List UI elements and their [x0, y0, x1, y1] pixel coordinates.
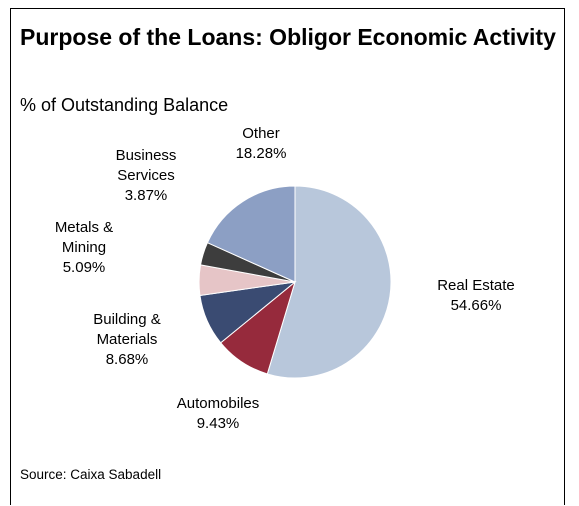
slice-category-label: Other — [242, 125, 280, 142]
slice-value-label: 54.66% — [451, 297, 502, 314]
slice-category-label: Mining — [62, 239, 106, 256]
pie-slice-real-estate — [266, 185, 392, 379]
slice-category-label: Services — [117, 167, 175, 184]
chart-frame — [10, 8, 565, 505]
chart-subtitle: % of Outstanding Balance — [20, 95, 229, 115]
source-note: Source: Caixa Sabadell — [20, 467, 162, 482]
slice-value-label: 5.09% — [63, 259, 106, 276]
slice-category-label: Automobiles — [177, 395, 260, 412]
slice-category-label: Real Estate — [437, 277, 515, 294]
slice-category-label: Business — [116, 147, 177, 164]
slice-value-label: 3.87% — [125, 187, 168, 204]
pie-slice-other — [206, 185, 296, 283]
slice-value-label: 8.68% — [106, 351, 149, 368]
slice-category-label: Building & — [93, 311, 161, 328]
slice-value-label: 18.28% — [236, 145, 287, 162]
slice-value-label: 9.43% — [197, 415, 240, 432]
slice-category-label: Metals & — [55, 219, 113, 236]
slice-category-label: Materials — [97, 331, 158, 348]
chart-title: Purpose of the Loans: Obligor Economic A… — [20, 24, 556, 50]
